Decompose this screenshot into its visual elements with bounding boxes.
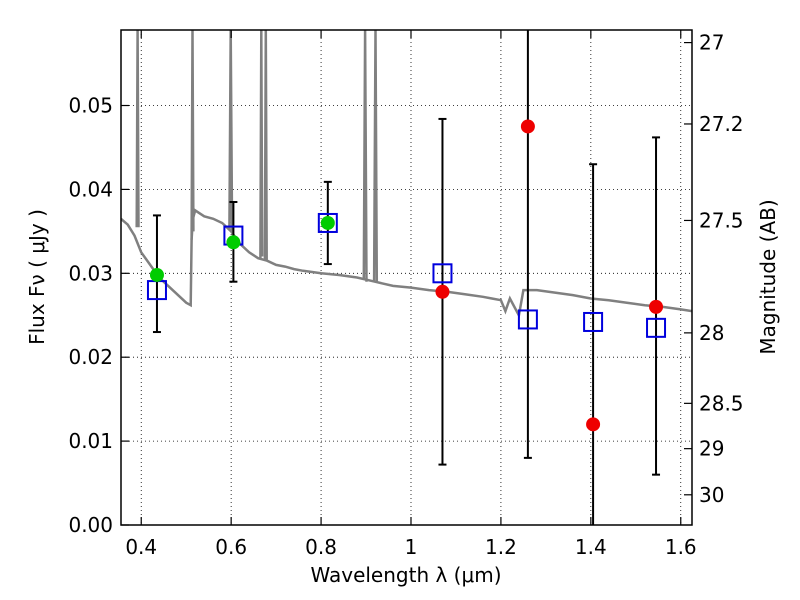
y-tick-label: 0.02 <box>68 345 113 369</box>
y-axis-label: Flux Fν ( μJy ) <box>25 209 49 345</box>
y-tick-label: 0.00 <box>68 513 113 537</box>
model-flux-square <box>317 212 338 233</box>
data-points <box>146 119 667 432</box>
x-tick-label: 0.6 <box>215 535 247 559</box>
spectrum-line <box>121 208 692 320</box>
detection-point <box>226 235 241 250</box>
y-tick-label: 0.05 <box>68 94 113 118</box>
right-tick-label: 27.5 <box>699 208 744 232</box>
right-tick-label: 29 <box>699 437 724 461</box>
y-tick-label: 0.03 <box>68 261 113 285</box>
spectrum-emission-spike <box>362 30 368 282</box>
nondetection-point <box>649 299 664 314</box>
spectrum-emission-spike <box>190 30 195 240</box>
right-axis-label: Magnitude (AB) <box>756 199 780 354</box>
spectrum-emission-spike <box>228 30 234 234</box>
plot-frame <box>120 29 693 526</box>
x-tick-label: 1.2 <box>485 535 517 559</box>
model-flux-square <box>583 311 604 332</box>
template-spectrum <box>121 30 692 320</box>
spectrum-emission-spike <box>263 30 268 260</box>
grid <box>121 30 692 526</box>
model-flux-square <box>517 309 538 330</box>
y-tick-label: 0.01 <box>68 429 113 453</box>
x-axis-label: Wavelength λ (μm) <box>310 563 501 587</box>
axes <box>120 29 693 526</box>
x-tick-label: 1.6 <box>665 535 697 559</box>
x-tick-label: 0.4 <box>125 535 157 559</box>
y-tick-label: 0.04 <box>68 177 113 201</box>
x-tick-label: 0.8 <box>305 535 337 559</box>
right-tick-label: 30 <box>699 483 724 507</box>
right-tick-label: 28.5 <box>699 391 744 415</box>
x-tick-label: 1.4 <box>575 535 607 559</box>
spectrum-emission-spike <box>259 30 264 259</box>
model-flux-square <box>646 317 667 338</box>
detection-point <box>320 215 335 230</box>
spectrum-emission-spike <box>135 30 140 228</box>
nondetection-point <box>435 284 450 299</box>
right-tick-label: 27 <box>699 31 724 55</box>
nondetection-point <box>586 417 601 432</box>
x-tick-label: 1 <box>405 535 418 559</box>
model-flux-square <box>432 263 453 284</box>
nondetection-point <box>520 119 535 134</box>
right-tick-label: 27.2 <box>699 112 744 136</box>
right-tick-label: 28 <box>699 321 724 345</box>
detection-point <box>149 267 164 282</box>
ticks: 0.4 0.6 0.8 1 1.2 1.4 1.6 0.00 0.01 0.02 0.03 0.04 0… <box>68 30 744 559</box>
spectrum-emission-spike <box>372 30 379 283</box>
